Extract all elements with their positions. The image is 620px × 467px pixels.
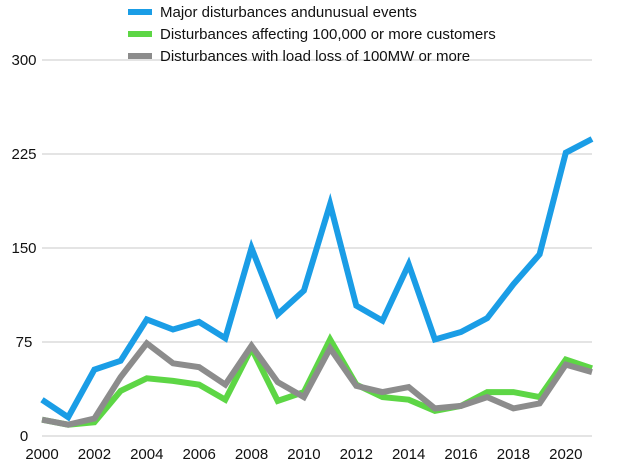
legend-label: Disturbances affecting 100,000 or more c… bbox=[160, 26, 496, 43]
x-tick-label: 2000 bbox=[25, 446, 58, 463]
series-line-2 bbox=[41, 333, 593, 428]
x-tick-label: 2014 bbox=[392, 446, 425, 463]
x-tick-label: 2010 bbox=[287, 446, 320, 463]
x-tick-label: 2016 bbox=[444, 446, 477, 463]
x-tick-label: 2006 bbox=[182, 446, 215, 463]
legend: Major disturbances andunusual events Dist… bbox=[128, 4, 496, 65]
x-tick-label: 2018 bbox=[497, 446, 530, 463]
y-tick-label: 300 bbox=[11, 52, 36, 69]
y-axis-ticks: 0 75 150 225 300 bbox=[11, 52, 36, 445]
x-tick-label: 2020 bbox=[549, 446, 582, 463]
legend-label: Major disturbances andunusual events bbox=[160, 4, 417, 21]
x-tick-label: 2004 bbox=[130, 446, 163, 463]
series-line-1 bbox=[40, 136, 594, 422]
x-tick-label: 2002 bbox=[78, 446, 111, 463]
y-tick-label: 150 bbox=[11, 240, 36, 257]
x-tick-label: 2012 bbox=[340, 446, 373, 463]
series-lines bbox=[40, 136, 594, 428]
legend-item: Disturbances with load loss of 100MW or … bbox=[128, 48, 470, 65]
y-tick-label: 0 bbox=[20, 428, 28, 445]
y-tick-label: 75 bbox=[16, 334, 33, 351]
legend-item: Disturbances affecting 100,000 or more c… bbox=[128, 26, 496, 43]
x-tick-label: 2008 bbox=[235, 446, 268, 463]
legend-item: Major disturbances andunusual events bbox=[128, 4, 417, 21]
y-tick-label: 225 bbox=[11, 146, 36, 163]
legend-label: Disturbances with load loss of 100MW or … bbox=[160, 48, 470, 65]
x-axis-ticks: 2000 2002 2004 2006 2008 2010 2012 2014 2016 2018… bbox=[25, 446, 582, 463]
series-line-3 bbox=[41, 339, 593, 428]
